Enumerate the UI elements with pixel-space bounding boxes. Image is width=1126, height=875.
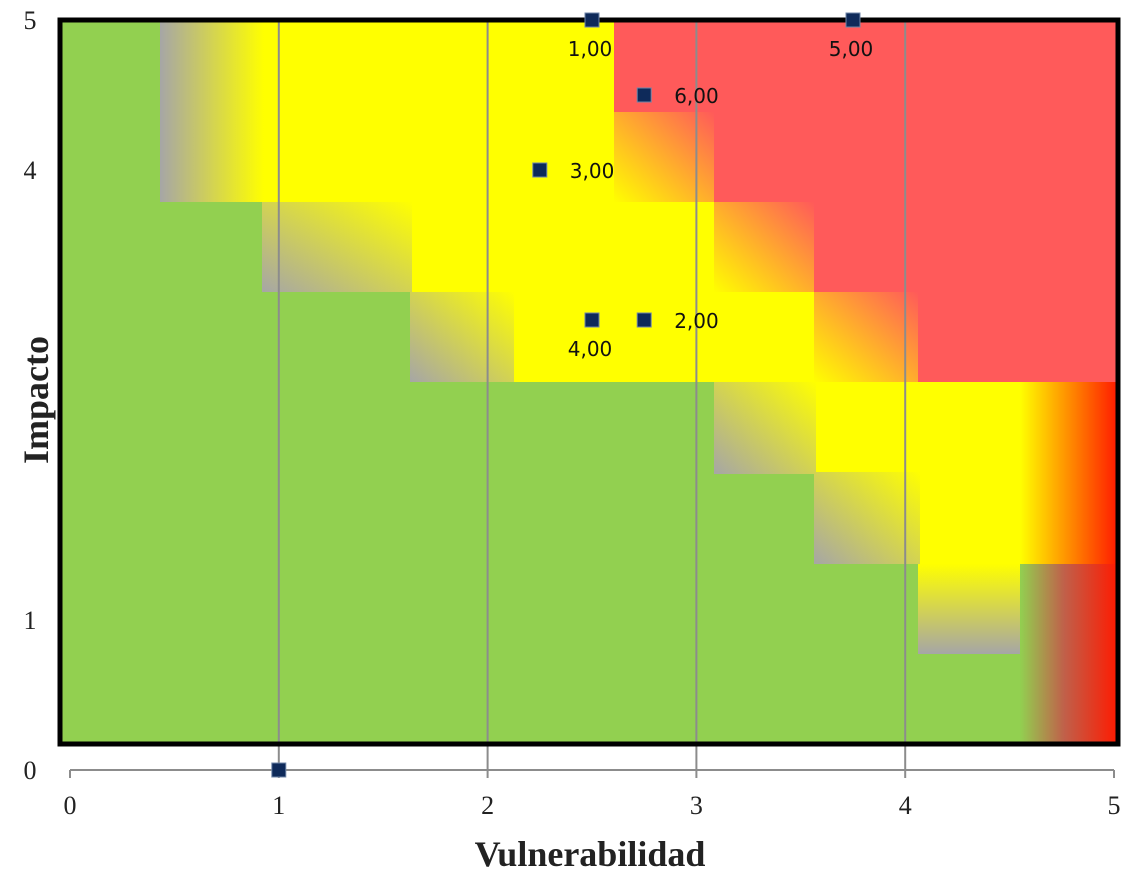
y-tick-label: 1 — [24, 606, 37, 635]
y-tick-labels: 0 1 4 5 — [24, 6, 37, 785]
data-label: 6,00 — [674, 84, 719, 108]
data-label: 2,00 — [674, 309, 719, 333]
data-point — [636, 312, 652, 328]
data-label: 5,00 — [829, 37, 874, 61]
x-axis — [69, 769, 1115, 778]
data-point — [532, 162, 548, 178]
x-tick-label: 5 — [1108, 791, 1121, 820]
data-label: 1,00 — [568, 37, 613, 61]
zone-transition — [614, 112, 714, 202]
zone-high — [714, 110, 1118, 202]
zone-medium — [262, 20, 614, 202]
zone-medium — [512, 292, 814, 382]
zone-transition — [714, 202, 814, 292]
zone-transition — [814, 292, 918, 382]
zone-transition — [1020, 382, 1118, 564]
y-tick-label: 5 — [24, 6, 37, 35]
zone-transition — [410, 292, 514, 382]
zone-high — [918, 290, 1118, 382]
x-tick-label: 0 — [64, 791, 77, 820]
data-point — [636, 87, 652, 103]
y-axis-title: Impacto — [16, 336, 56, 464]
zone-transition — [918, 564, 1020, 654]
zone-below-axis — [60, 744, 1118, 770]
heatmap-background — [60, 20, 1118, 770]
zone-medium — [410, 202, 614, 292]
zone-high — [814, 200, 1118, 292]
zone-transition — [1020, 564, 1118, 744]
x-tick-label: 3 — [690, 791, 703, 820]
data-point — [845, 12, 861, 28]
data-labels: 1,00 2,00 3,00 4,00 5,00 6,00 — [568, 37, 874, 361]
data-points — [271, 12, 861, 778]
x-tick-labels: 0 1 2 3 4 5 — [64, 791, 1121, 820]
x-axis-title: Vulnerabilidad — [475, 834, 706, 874]
zone-transition — [814, 472, 920, 564]
x-tick-label: 4 — [899, 791, 912, 820]
x-tick-label: 1 — [272, 791, 285, 820]
zone-high — [614, 20, 1118, 112]
y-tick-label: 4 — [24, 156, 37, 185]
x-tick-label: 2 — [481, 791, 494, 820]
data-point — [584, 12, 600, 28]
data-point — [584, 312, 600, 328]
zone-transition — [160, 20, 264, 202]
zone-transition — [262, 202, 412, 292]
data-label: 3,00 — [570, 159, 615, 183]
data-point — [271, 762, 287, 778]
data-label: 4,00 — [568, 337, 613, 361]
gridlines — [277, 20, 907, 770]
zone-transition — [714, 382, 816, 474]
y-tick-label: 0 — [24, 756, 37, 785]
